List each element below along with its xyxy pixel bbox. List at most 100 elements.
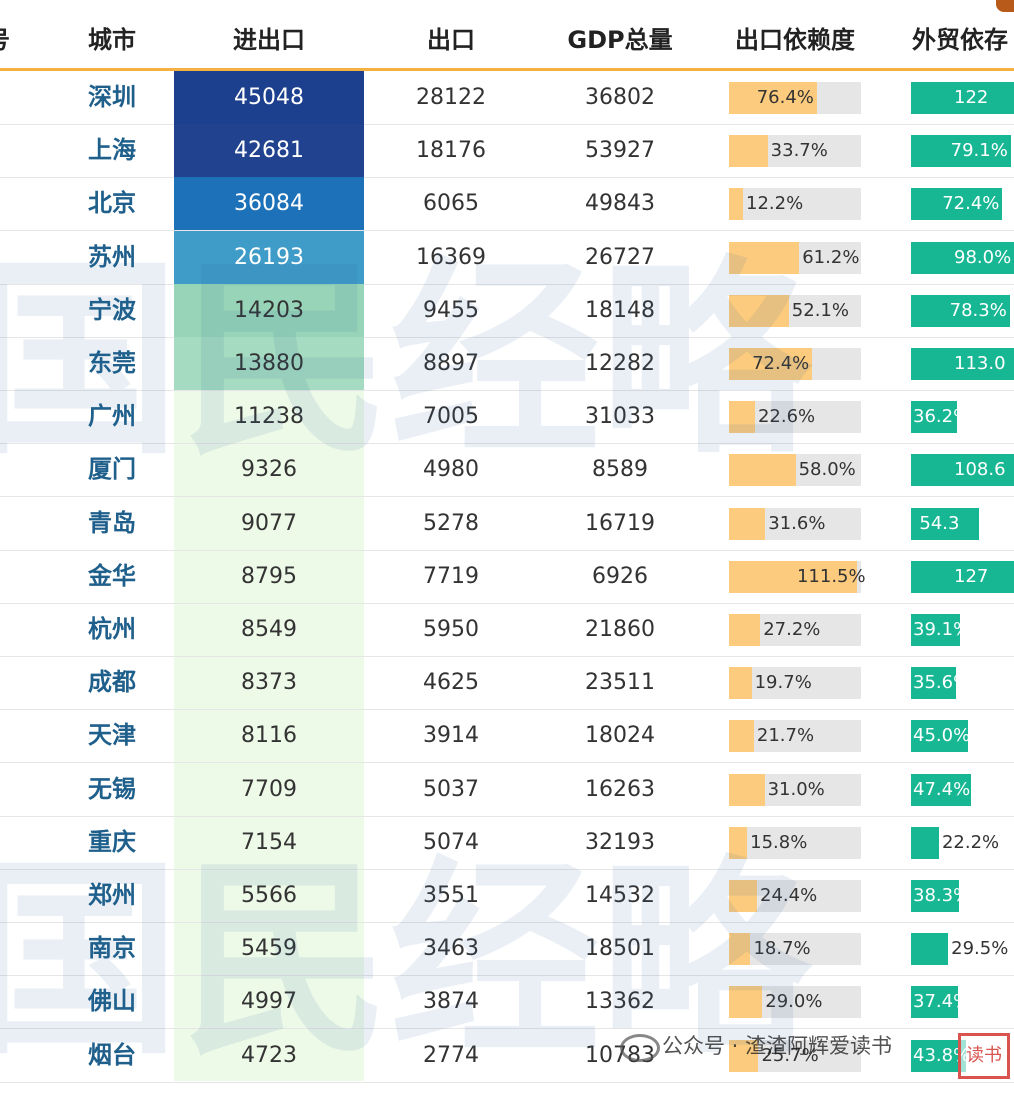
row-gdp: 36802 — [585, 85, 655, 110]
export-dependency-fill — [729, 986, 763, 1019]
row-index — [0, 124, 16, 177]
row-gdp: 26727 — [585, 244, 655, 270]
table-row: 3 佛山 4997 3874 13362 29.0% 37.4% — [0, 975, 1014, 1030]
row-export: 5278 — [423, 510, 479, 536]
trade-dependency-bar: 38.3% — [911, 880, 1014, 912]
trade-dependency-fill — [911, 82, 1014, 114]
export-dependency-label: 24.4% — [760, 885, 818, 906]
row-index: 9 — [0, 1029, 16, 1082]
export-dependency-fill — [729, 1039, 759, 1072]
export-dependency-fill — [729, 348, 813, 380]
trade-dependency-label: 43.8% — [913, 1044, 971, 1066]
wechat-icon — [620, 1034, 660, 1062]
export-dependency-label: 22.6% — [757, 406, 816, 428]
trade-dependency-bar: 98.0% — [911, 241, 1014, 274]
export-dependency-fill — [729, 880, 757, 912]
export-dependency-label: 111.5% — [796, 565, 866, 587]
row-export: 6065 — [423, 191, 479, 217]
row-city: 东莞 — [88, 349, 136, 377]
trade-dependency-bar: 45.0% — [911, 720, 1014, 753]
export-dependency-bar: 15.8% — [729, 826, 861, 859]
row-gdp: 53927 — [585, 138, 655, 164]
export-dependency-label: 12.2% — [746, 193, 804, 215]
row-index: 3 — [0, 709, 16, 762]
export-dependency-bar: 25.7% — [729, 1039, 861, 1072]
row-import-export: 26193 — [174, 230, 364, 284]
row-import-export: 5566 — [241, 883, 297, 908]
row-index: 5 — [0, 816, 16, 869]
row-export: 5074 — [423, 829, 479, 855]
row-gdp: 16263 — [585, 776, 655, 802]
table-row: 7 南京 5459 3463 18501 18.7% 29.5% — [0, 922, 1014, 977]
export-dependency-bar: 18.7% — [729, 933, 861, 966]
row-index: 5 — [0, 869, 16, 922]
export-dependency-fill — [729, 773, 765, 806]
row-import-export: 8373 — [241, 670, 297, 696]
trade-dependency-bar: 122 — [911, 82, 1014, 114]
row-export: 16369 — [416, 244, 486, 270]
row-import-export: 8549 — [241, 617, 297, 642]
trade-dependency-label: 54.3 — [919, 512, 960, 534]
row-index: 2 — [0, 656, 16, 709]
row-import-export: 9077 — [241, 510, 297, 536]
trade-dependency-fill — [911, 454, 1014, 487]
row-index — [0, 337, 16, 390]
row-index: 3 — [0, 975, 16, 1028]
export-dependency-bar: 31.0% — [729, 773, 861, 806]
row-gdp: 18501 — [585, 936, 655, 962]
trade-dependency-bar: 108.6 — [911, 454, 1014, 487]
header-city: 城市 — [88, 26, 136, 54]
table-row: 5 郑州 5566 3551 14532 24.4% 38.3% — [0, 869, 1014, 923]
export-dependency-fill — [729, 826, 748, 859]
export-dependency-fill — [729, 82, 817, 114]
row-gdp: 12282 — [585, 351, 655, 376]
row-gdp: 21860 — [585, 617, 655, 642]
row-index: 4 — [0, 763, 16, 816]
export-dependency-label: 25.7% — [761, 1044, 819, 1066]
trade-dependency-fill — [911, 614, 961, 646]
trade-dependency-bar: 37.4% — [911, 986, 1014, 1019]
trade-dependency-fill — [911, 560, 1014, 593]
trade-dependency-label: 29.5% — [951, 938, 1009, 960]
table-row: 北京 36084 6065 49843 12.2% 72.4% — [0, 177, 1014, 232]
row-city: 南京 — [88, 934, 136, 963]
trade-dependency-label: 37.4% — [913, 991, 971, 1013]
trade-dependency-bar: 43.8% — [911, 1039, 1014, 1072]
row-city: 成都 — [88, 668, 136, 697]
table-row: 东莞 13880 8897 12282 72.4% 113.0 — [0, 337, 1014, 391]
row-city: 郑州 — [88, 881, 136, 909]
trade-dependency-fill — [911, 880, 960, 912]
trade-dependency-fill — [911, 933, 949, 966]
trade-dependency-label: 35.6% — [913, 672, 971, 694]
row-city: 深圳 — [88, 83, 136, 111]
row-gdp: 32193 — [585, 829, 655, 855]
row-import-export: 36084 — [174, 177, 364, 231]
footer-text: 公众号 · 渣渣阿辉爱读书 — [662, 1034, 893, 1058]
trade-dependency-bar: 39.1% — [911, 614, 1014, 646]
trade-dependency-label: 113.0 — [954, 353, 1006, 374]
export-dependency-fill — [729, 188, 743, 221]
row-export: 7719 — [423, 563, 479, 589]
trade-dependency-bar: 113.0 — [911, 348, 1014, 380]
trade-dependency-fill — [911, 986, 959, 1019]
table-row: 4 无锡 7709 5037 16263 31.0% 47.4% — [0, 763, 1014, 817]
export-dependency-bar: 72.4% — [729, 348, 861, 380]
table-row: 广州 11238 7005 31033 22.6% 36.2% — [0, 390, 1014, 445]
trade-dependency-label: 122 — [954, 87, 989, 108]
export-dependency-fill — [729, 560, 857, 593]
row-city: 天津 — [88, 721, 136, 750]
trade-dependency-fill — [911, 773, 971, 806]
row-index — [0, 603, 16, 656]
row-city: 苏州 — [88, 242, 136, 271]
row-index — [0, 443, 16, 496]
export-dependency-bar: 19.7% — [729, 667, 861, 700]
export-dependency-label: 27.2% — [763, 619, 821, 640]
trade-dependency-bar: 22.2% — [911, 826, 1014, 859]
row-import-export: 7154 — [241, 829, 297, 855]
row-city: 上海 — [88, 136, 136, 165]
row-import-export: 4723 — [241, 1042, 297, 1068]
row-import-export: 7709 — [241, 776, 297, 802]
trade-dependency-fill — [911, 135, 1011, 168]
export-dependency-bar: 76.4% — [729, 82, 861, 114]
export-dependency-label: 72.4% — [752, 353, 810, 374]
